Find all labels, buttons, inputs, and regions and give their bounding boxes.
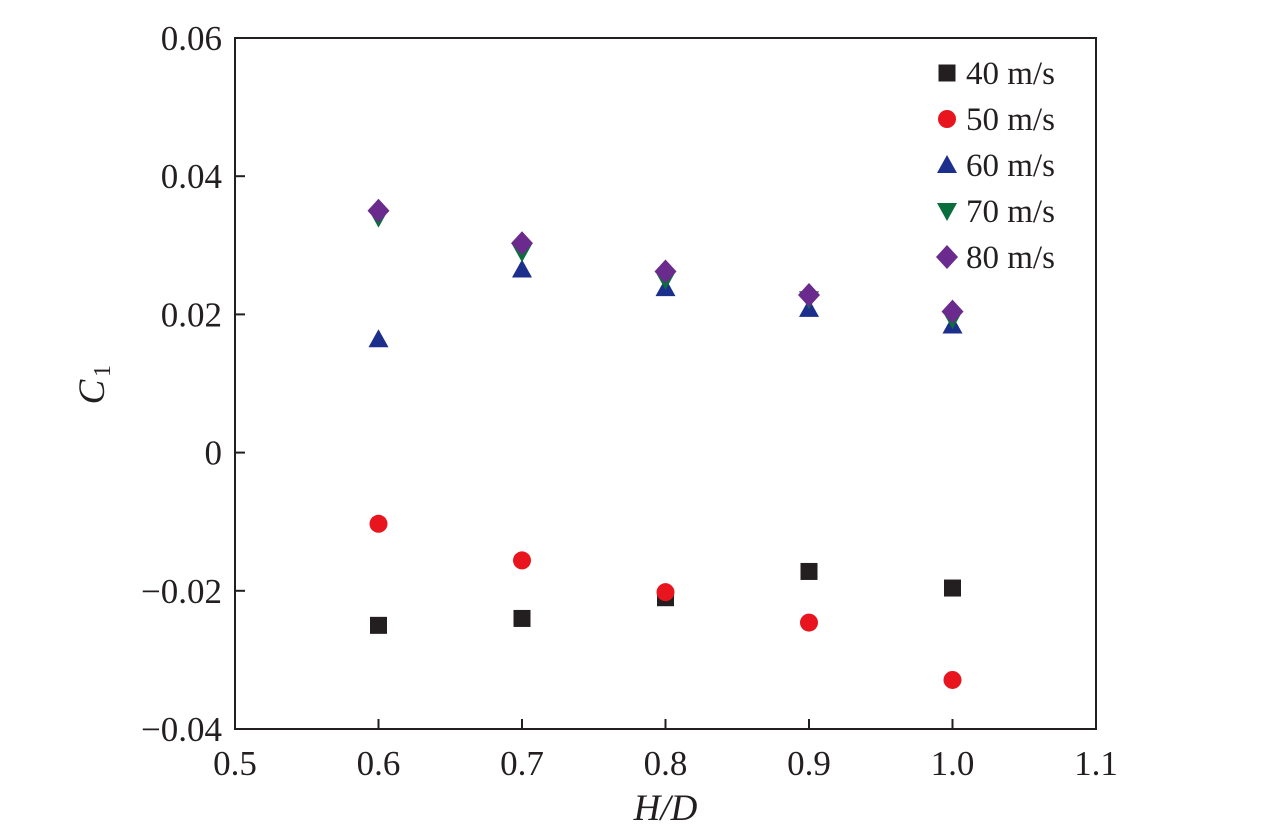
legend-label: 60 m/s — [966, 148, 1055, 184]
legend-label: 50 m/s — [966, 102, 1055, 138]
y-tick-label: 0.02 — [161, 295, 222, 334]
legend-marker-square — [938, 64, 956, 82]
data-point-square — [370, 616, 387, 634]
legend-label: 80 m/s — [966, 240, 1055, 276]
y-tick-label: −0.04 — [141, 710, 222, 749]
data-point-diamond — [654, 259, 677, 284]
legend: 40 m/s 50 m/s 60 m/s 70 m/s 80 m/s — [936, 56, 1055, 276]
x-tick-label: 0.5 — [213, 744, 257, 783]
x-tick-label: 0.8 — [644, 744, 688, 783]
y-axis-title-subscript: 1 — [90, 365, 116, 377]
x-tick-label: 1.0 — [931, 744, 975, 783]
legend-marker-diamond — [936, 245, 958, 269]
x-axis-title: H/D — [633, 788, 698, 827]
y-axis-title: C 1 — [72, 365, 116, 404]
y-tick-label: 0.04 — [161, 157, 222, 196]
legend-marker-triangle-up — [937, 155, 957, 173]
data-point-circle — [656, 583, 675, 602]
y-tick-label: 0.06 — [161, 19, 222, 58]
x-tick-label: 1.1 — [1074, 744, 1118, 783]
x-tick-label: 0.7 — [500, 744, 544, 783]
x-tick-label: 0.9 — [787, 744, 831, 783]
ticks: 0.5 0.6 0.7 0.8 0.9 1.0 1.1 −0.04 −0.02 0 0.02 0.04… — [141, 19, 1118, 783]
data-point-circle — [943, 670, 962, 689]
data-points — [367, 198, 964, 689]
legend-marker-triangle-down — [937, 203, 957, 221]
data-point-diamond — [511, 231, 533, 256]
x-tick-label: 0.6 — [357, 744, 401, 783]
data-point-square — [513, 609, 531, 627]
data-point-triangle-up — [512, 259, 532, 278]
data-point-circle — [369, 514, 388, 533]
legend-label: 40 m/s — [966, 56, 1055, 92]
plot-area-frame — [234, 37, 1097, 730]
data-point-diamond — [367, 198, 390, 223]
data-point-square — [944, 579, 961, 597]
data-point-square — [800, 562, 818, 580]
y-axis-title-main: C — [72, 378, 113, 404]
data-point-triangle-up — [368, 329, 389, 348]
y-tick-label: −0.02 — [141, 572, 222, 611]
data-point-diamond — [798, 283, 820, 308]
legend-label: 70 m/s — [966, 194, 1055, 230]
data-point-circle — [513, 551, 531, 570]
y-tick-label: 0 — [205, 434, 223, 473]
legend-marker-circle — [938, 110, 956, 128]
data-point-diamond — [941, 299, 964, 324]
data-point-circle — [800, 613, 818, 632]
